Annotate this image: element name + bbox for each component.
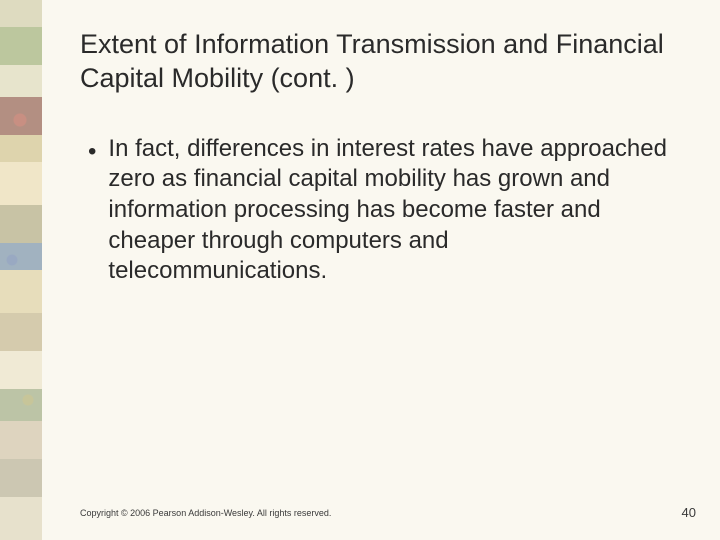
- bullet-marker: •: [88, 136, 96, 167]
- page-number: 40: [682, 505, 696, 520]
- slide-content: Extent of Information Transmission and F…: [42, 0, 720, 540]
- decorative-sidebar: [0, 0, 42, 540]
- bullet-text: In fact, differences in interest rates h…: [108, 134, 668, 288]
- copyright-footer: Copyright © 2006 Pearson Addison-Wesley.…: [80, 508, 331, 518]
- slide-title: Extent of Information Transmission and F…: [80, 28, 680, 96]
- bullet-item: • In fact, differences in interest rates…: [80, 134, 680, 288]
